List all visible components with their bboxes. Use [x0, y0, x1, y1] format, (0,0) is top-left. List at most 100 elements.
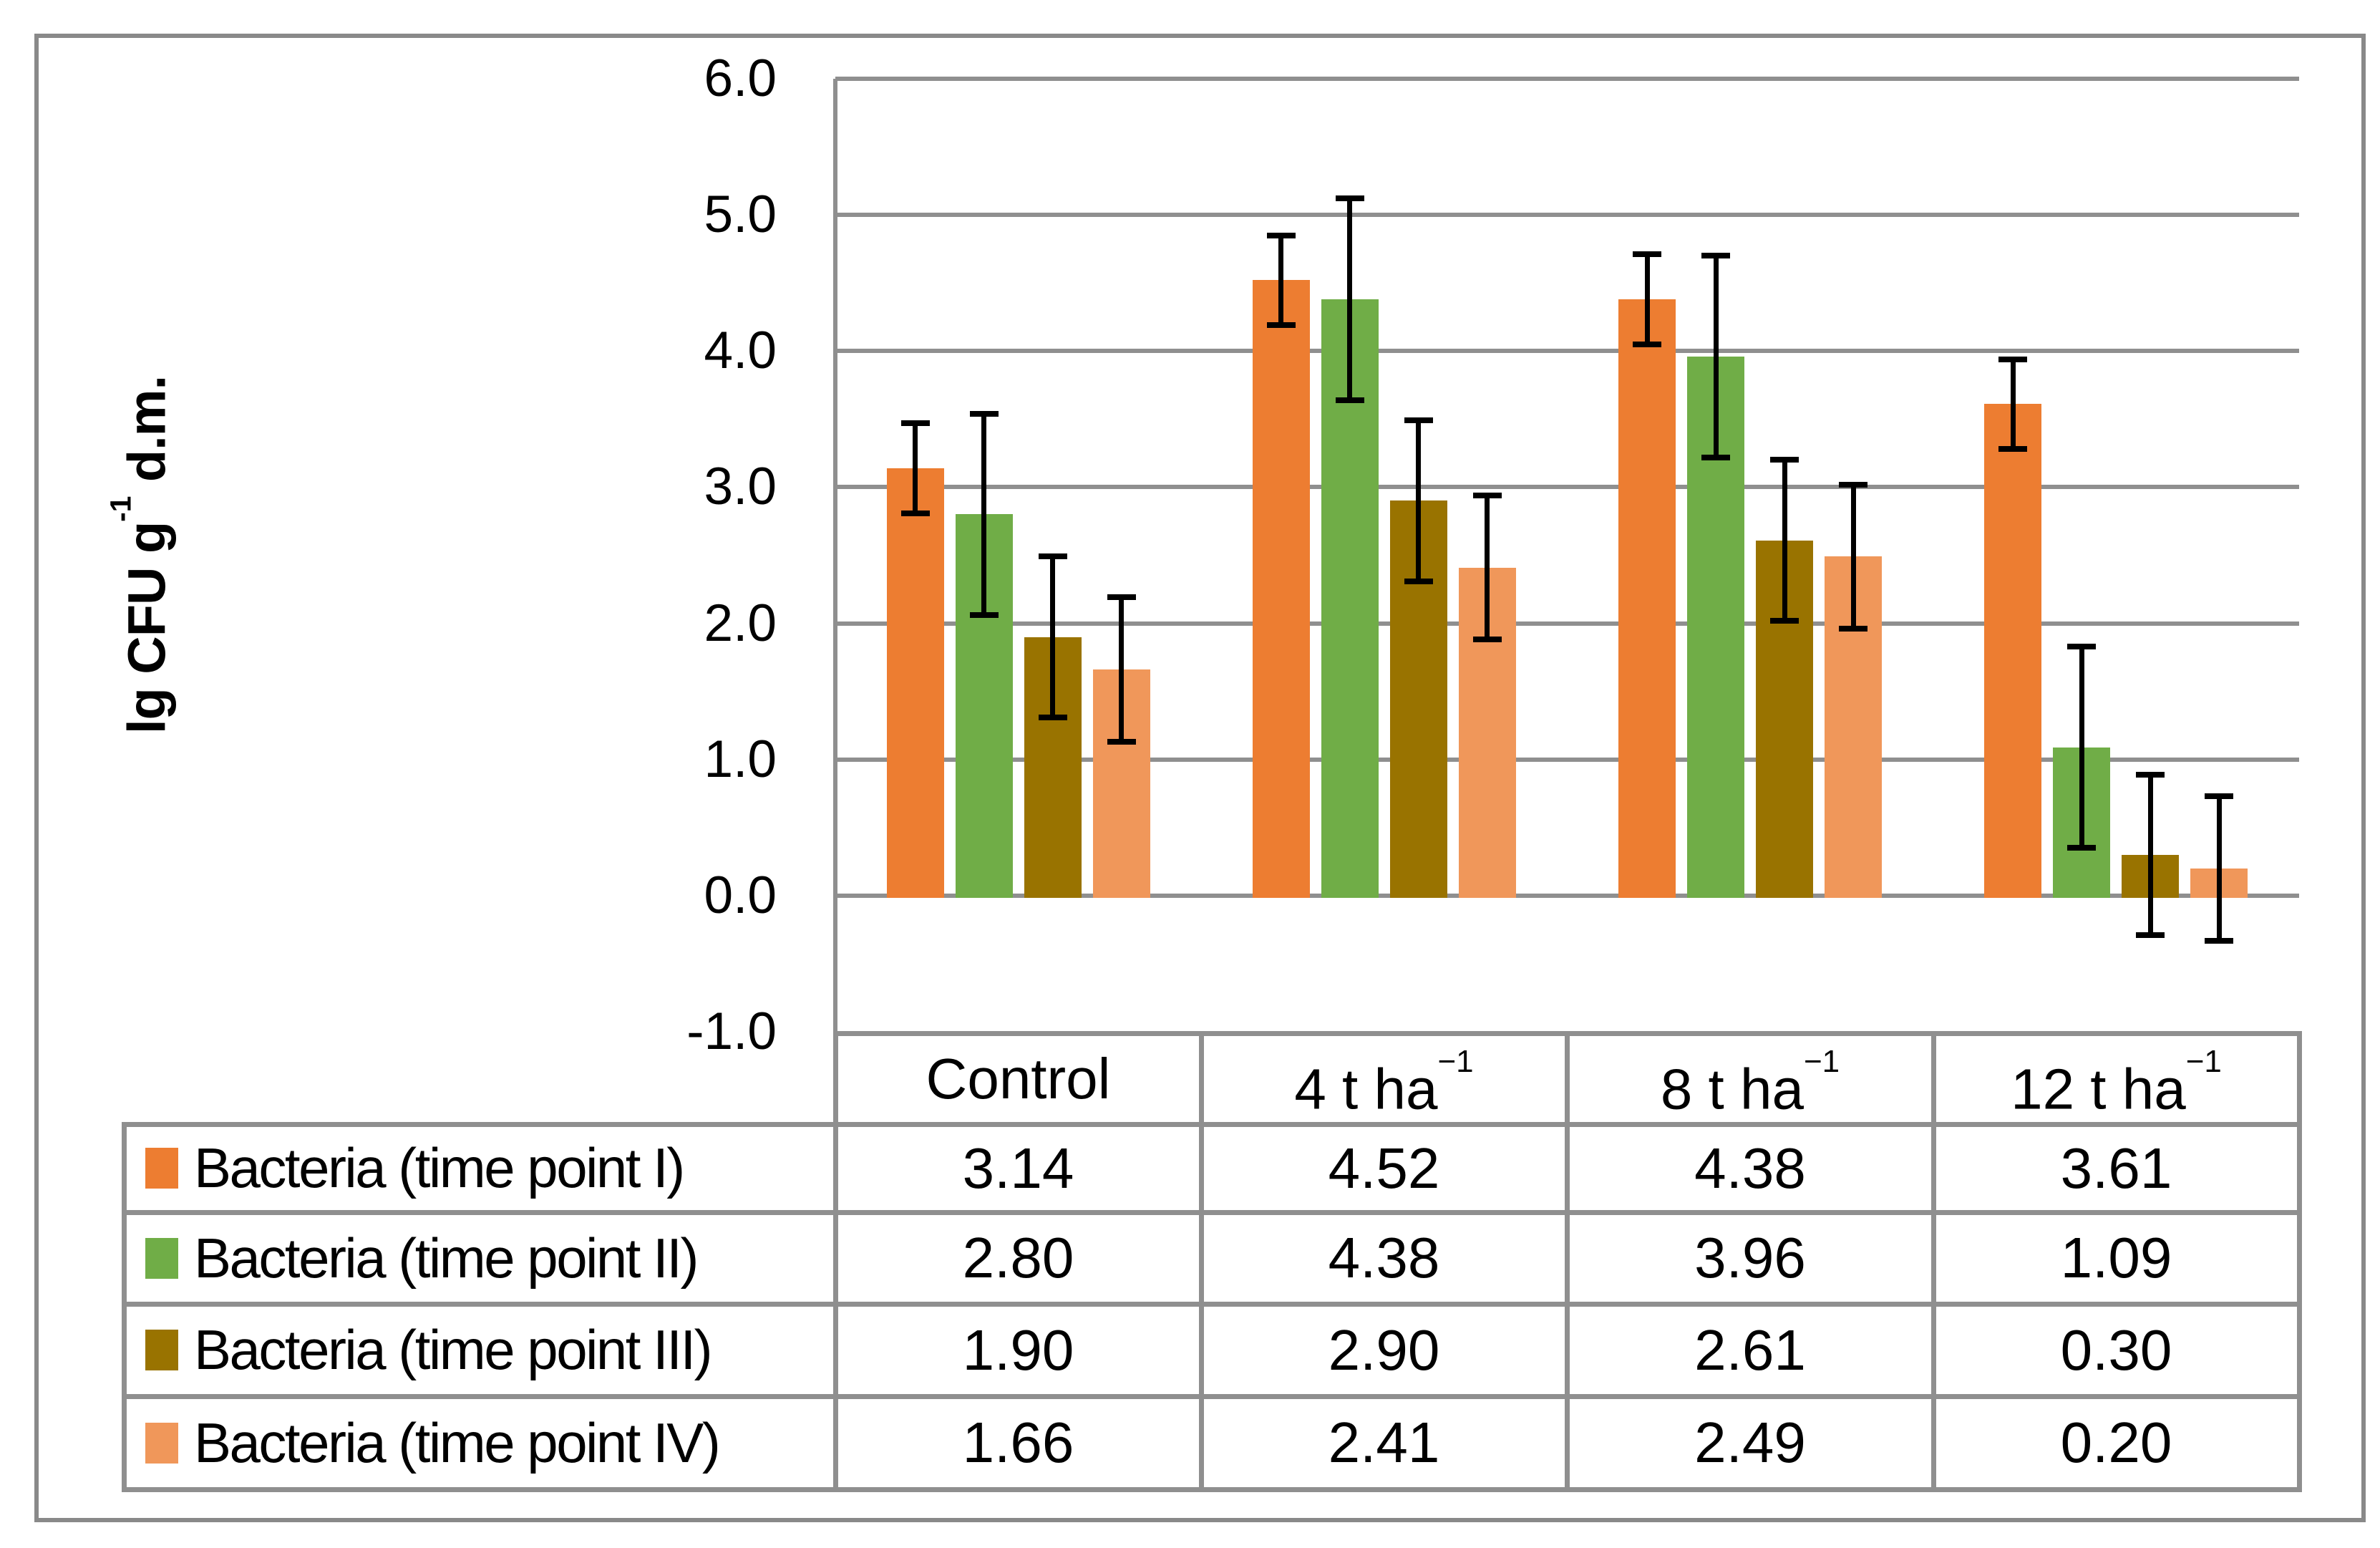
table-header-cell: 4 t ha−1	[1201, 1033, 1567, 1124]
legend-swatch	[145, 1330, 178, 1370]
error-bar-cap-bottom	[1107, 738, 1136, 745]
error-bar-line	[981, 413, 987, 616]
error-bar-cap-bottom	[1770, 617, 1799, 624]
table-header-cell: 12 t ha−1	[1933, 1033, 2299, 1124]
error-bar-cap-bottom	[969, 612, 999, 619]
table-value-cell: 4.52	[1328, 1136, 1440, 1200]
y-tick-label: 6.0	[704, 49, 777, 107]
column-header-label: 4 t ha	[1294, 1057, 1438, 1121]
error-bar-line	[1416, 420, 1422, 581]
error-bar-cap-bottom	[2067, 845, 2097, 851]
gridline	[835, 349, 2299, 354]
error-bar-line	[1850, 484, 1856, 629]
error-bar-cap-top	[1839, 481, 1868, 488]
table-value-cell: 1.66	[962, 1411, 1074, 1474]
error-bar-line	[913, 423, 918, 513]
gridline	[835, 213, 2299, 218]
error-bar-line	[1782, 460, 1787, 621]
table-value-cell: 4.38	[1694, 1136, 1806, 1200]
table-header-cell: Control	[835, 1033, 1201, 1124]
table-value-cell: 2.90	[1328, 1318, 1440, 1382]
table-value-cell: 3.96	[1694, 1226, 1806, 1290]
legend-label: Bacteria (time point I)	[194, 1136, 685, 1199]
y-tick-label: 4.0	[704, 321, 777, 380]
bar-series-1-group-3	[1618, 299, 1676, 898]
gridline	[835, 757, 2299, 762]
error-bar-cap-top	[969, 410, 999, 417]
error-bar-cap-bottom	[2136, 932, 2165, 938]
error-bar-line	[1050, 556, 1056, 717]
error-bar-cap-top	[1404, 417, 1433, 424]
bar-series-1-group-1	[886, 468, 944, 898]
error-bar-line	[2079, 646, 2084, 848]
error-bar-line	[1713, 256, 1719, 458]
table-value-cell: 4.38	[1328, 1226, 1440, 1290]
legend-swatch	[145, 1148, 178, 1189]
table-grid-line	[122, 1487, 2302, 1492]
y-tick-label: 2.0	[704, 594, 777, 652]
error-bar-line	[1485, 495, 1490, 640]
y-tick-label: 0.0	[704, 866, 777, 924]
y-tick-label: 1.0	[704, 730, 777, 788]
error-bar-cap-bottom	[1038, 714, 1067, 720]
gridline	[835, 485, 2299, 490]
error-bar-line	[1278, 235, 1284, 326]
column-header-label: 8 t ha	[1660, 1057, 1804, 1121]
error-bar-cap-top	[1335, 195, 1364, 202]
error-bar-cap-bottom	[900, 510, 930, 516]
y-tick-label: -1.0	[686, 1002, 777, 1060]
error-bar-cap-bottom	[2205, 937, 2234, 944]
table-grid-line	[1931, 1031, 1936, 1492]
error-bar-cap-top	[1472, 492, 1502, 498]
table-value-cell: 1.09	[2060, 1226, 2172, 1290]
table-grid-line	[1565, 1031, 1570, 1492]
y-tick-label: 5.0	[704, 185, 777, 244]
error-bar-cap-bottom	[1633, 341, 1662, 347]
legend-label: Bacteria (time point III)	[194, 1318, 713, 1381]
y-axis-title-superscript: -1	[104, 495, 137, 522]
table-value-cell: 0.30	[2060, 1318, 2172, 1382]
error-bar-cap-bottom	[1701, 454, 1731, 460]
table-value-cell: 2.41	[1328, 1411, 1440, 1474]
table-grid-line	[122, 1122, 127, 1492]
table-grid-line	[122, 1302, 2302, 1307]
table-value-cell: 2.80	[962, 1226, 1074, 1290]
gridline	[835, 893, 2299, 898]
legend-cell: Bacteria (time point II)	[124, 1212, 835, 1304]
table-header-cell: 8 t ha−1	[1567, 1033, 1933, 1124]
error-bar-line	[2147, 774, 2153, 935]
table-grid-line	[2297, 1031, 2302, 1492]
error-bar-line	[1347, 198, 1353, 400]
legend-cell: Bacteria (time point IV)	[124, 1396, 835, 1489]
gridline	[835, 621, 2299, 626]
table-grid-line	[833, 1031, 838, 1492]
table-value-cell: 2.49	[1694, 1411, 1806, 1474]
error-bar-cap-bottom	[1266, 322, 1296, 329]
error-bar-cap-bottom	[1998, 446, 2028, 453]
error-bar-cap-top	[1633, 251, 1662, 258]
error-bar-cap-top	[1701, 253, 1731, 259]
legend-swatch	[145, 1422, 178, 1464]
table-value-cell: 1.90	[962, 1318, 1074, 1382]
error-bar-cap-top	[1770, 457, 1799, 463]
y-axis-title-units: d.m.	[117, 375, 177, 496]
error-bar-cap-top	[1998, 356, 2028, 362]
gridline	[835, 77, 2299, 81]
error-bar-cap-top	[1038, 553, 1067, 560]
table-value-cell: 3.61	[2060, 1136, 2172, 1200]
legend-cell: Bacteria (time point I)	[124, 1124, 835, 1212]
y-tick-label: 3.0	[704, 458, 777, 516]
column-header-superscript: −1	[1803, 1043, 1840, 1079]
column-header-superscript: −1	[1437, 1043, 1474, 1079]
bar-series-1-group-4	[1984, 404, 2042, 898]
error-bar-cap-top	[1107, 594, 1136, 601]
column-header-label: Control	[926, 1047, 1111, 1111]
legend-cell: Bacteria (time point III)	[124, 1304, 835, 1396]
error-bar-cap-bottom	[1839, 626, 1868, 632]
legend-swatch	[145, 1237, 178, 1279]
error-bar-cap-top	[1266, 232, 1296, 238]
table-grid-line	[122, 1122, 2302, 1127]
bar-series-1-group-2	[1252, 280, 1310, 898]
table-value-cell: 3.14	[962, 1136, 1074, 1200]
